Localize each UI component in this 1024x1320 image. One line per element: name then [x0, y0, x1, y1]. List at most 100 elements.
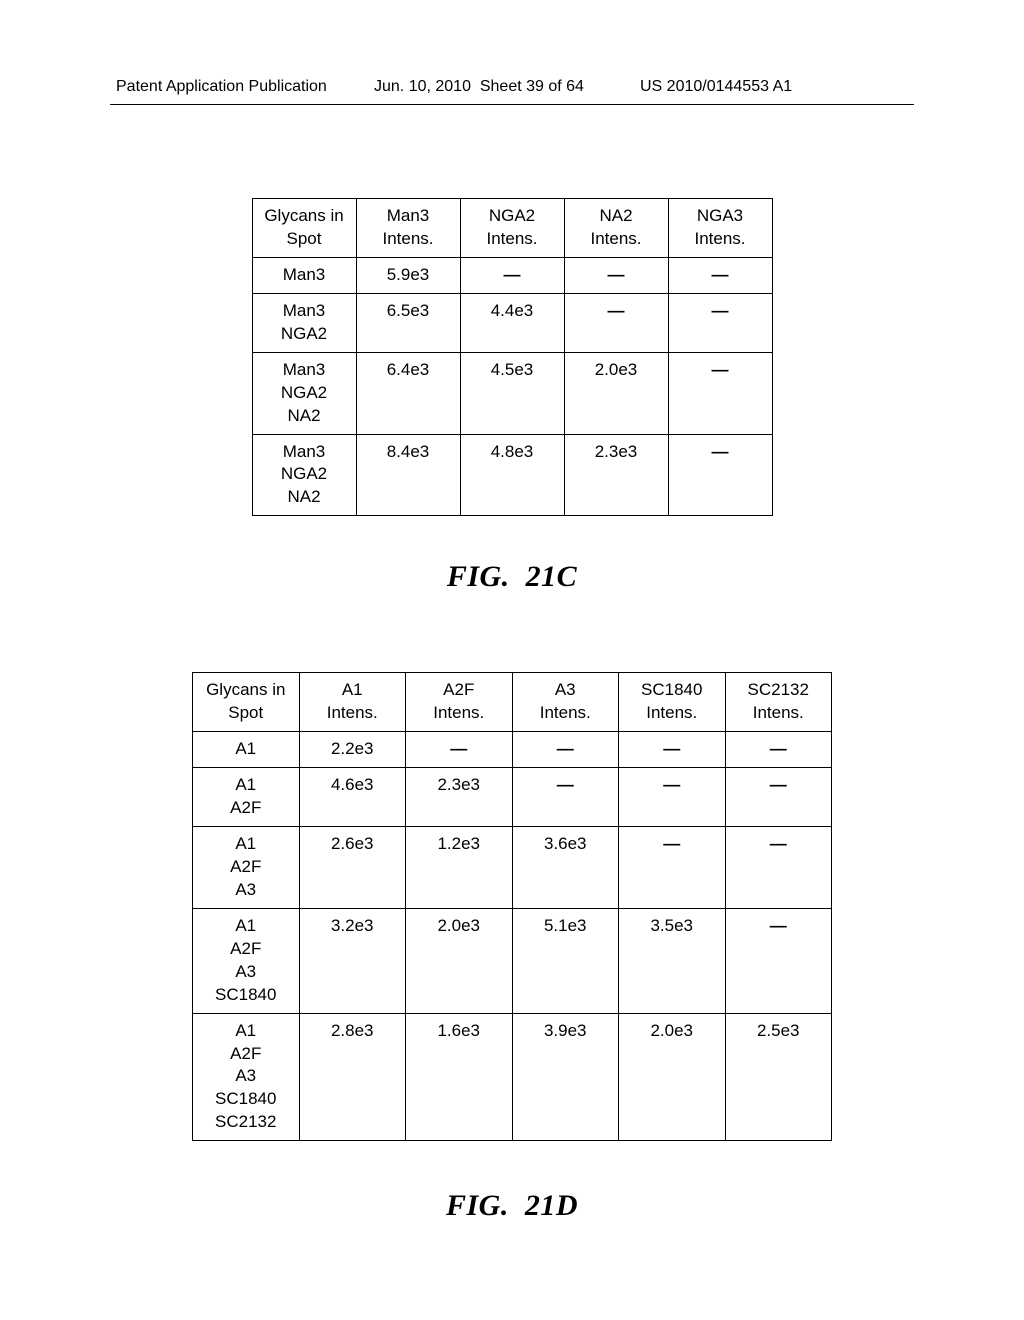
cell-value: 2.6e3 [299, 827, 406, 909]
spot-glycan: Man3 [257, 441, 352, 464]
cell-value: — [564, 257, 668, 293]
spot-glycan: NGA2 [257, 323, 352, 346]
column-header-line2: Intens. [465, 228, 560, 251]
table-row: A12.2e3———— [193, 732, 832, 768]
spot-glycan: A2F [197, 938, 295, 961]
table-row: Man3NGA2NA26.4e34.5e32.0e3— [252, 352, 772, 434]
column-header-line1: Glycans in [197, 679, 295, 702]
cell-spot: A1 [193, 732, 300, 768]
column-header-line1: A1 [304, 679, 402, 702]
spot-glycan: SC2132 [197, 1111, 295, 1134]
cell-spot: A1A2FA3SC1840 [193, 908, 300, 1013]
cell-value: — [725, 827, 832, 909]
cell-spot: Man3NGA2 [252, 293, 356, 352]
spot-glycan: SC1840 [197, 1088, 295, 1111]
caption-number: 21C [526, 560, 578, 593]
column-header: NGA3Intens. [668, 199, 772, 258]
table-row: A1A2F4.6e32.3e3——— [193, 768, 832, 827]
spot-glycan: A3 [197, 1065, 295, 1088]
figures-container: Glycans inSpotMan3Intens.NGA2Intens.NA2I… [0, 190, 1024, 1223]
cell-value: — [619, 827, 726, 909]
table-21d-body: A12.2e3————A1A2F4.6e32.3e3———A1A2FA32.6e… [193, 732, 832, 1141]
column-header: SC1840Intens. [619, 673, 726, 732]
cell-value: — [668, 352, 772, 434]
spot-glycan: NGA2 [257, 382, 352, 405]
cell-spot: A1A2F [193, 768, 300, 827]
column-header: Man3Intens. [356, 199, 460, 258]
cell-value: — [619, 768, 726, 827]
header-publication-type: Patent Application Publication [116, 78, 327, 96]
table-row: Man3NGA26.5e34.4e3—— [252, 293, 772, 352]
cell-value: — [668, 257, 772, 293]
cell-value: — [668, 434, 772, 516]
column-header-line1: A3 [517, 679, 615, 702]
cell-value: 3.9e3 [512, 1013, 619, 1141]
cell-value: 2.3e3 [406, 768, 513, 827]
column-header: A1Intens. [299, 673, 406, 732]
header-pub-number: US 2010/0144553 A1 [640, 78, 792, 96]
column-header: Glycans inSpot [252, 199, 356, 258]
header-date: Jun. 10, 2010 [374, 78, 471, 95]
cell-value: — [619, 732, 726, 768]
caption-prefix: FIG. [447, 560, 518, 593]
spot-glycan: SC1840 [197, 984, 295, 1007]
cell-value: 2.3e3 [564, 434, 668, 516]
cell-value: 8.4e3 [356, 434, 460, 516]
cell-value: 4.8e3 [460, 434, 564, 516]
table-21d-head: Glycans inSpotA1Intens.A2FIntens.A3Inten… [193, 673, 832, 732]
cell-value: — [725, 768, 832, 827]
column-header-line1: SC1840 [623, 679, 721, 702]
column-header-line2: Spot [257, 228, 352, 251]
cell-value: — [725, 732, 832, 768]
column-header-line2: Intens. [623, 702, 721, 725]
column-header-line2: Intens. [410, 702, 508, 725]
cell-value: 4.4e3 [460, 293, 564, 352]
table-header-row: Glycans inSpotA1Intens.A2FIntens.A3Inten… [193, 673, 832, 732]
spot-glycan: A1 [197, 738, 295, 761]
cell-value: 6.5e3 [356, 293, 460, 352]
spot-glycan: NGA2 [257, 463, 352, 486]
spot-glycan: A1 [197, 1020, 295, 1043]
cell-value: 2.0e3 [619, 1013, 726, 1141]
spot-glycan: A3 [197, 961, 295, 984]
cell-value: 2.0e3 [406, 908, 513, 1013]
cell-value: 2.0e3 [564, 352, 668, 434]
spot-glycan: A1 [197, 915, 295, 938]
spot-glycan: A1 [197, 774, 295, 797]
column-header: A3Intens. [512, 673, 619, 732]
cell-value: 4.5e3 [460, 352, 564, 434]
table-header-row: Glycans inSpotMan3Intens.NGA2Intens.NA2I… [252, 199, 772, 258]
cell-value: 1.6e3 [406, 1013, 513, 1141]
cell-value: — [668, 293, 772, 352]
column-header-line1: NGA2 [465, 205, 560, 228]
caption-prefix: FIG. [446, 1189, 517, 1222]
column-header-line2: Intens. [730, 702, 828, 725]
column-header: Glycans inSpot [193, 673, 300, 732]
column-header-line2: Intens. [673, 228, 768, 251]
column-header-line1: Glycans in [257, 205, 352, 228]
spot-glycan: A1 [197, 833, 295, 856]
spot-glycan: A3 [197, 879, 295, 902]
column-header-line1: NA2 [569, 205, 664, 228]
table-row: A1A2FA3SC18403.2e32.0e35.1e33.5e3— [193, 908, 832, 1013]
column-header: NGA2Intens. [460, 199, 564, 258]
column-header: NA2Intens. [564, 199, 668, 258]
column-header-line2: Intens. [517, 702, 615, 725]
table-row: A1A2FA3SC1840SC21322.8e31.6e33.9e32.0e32… [193, 1013, 832, 1141]
cell-value: — [460, 257, 564, 293]
cell-spot: Man3 [252, 257, 356, 293]
cell-value: 3.5e3 [619, 908, 726, 1013]
column-header-line2: Spot [197, 702, 295, 725]
column-header-line2: Intens. [361, 228, 456, 251]
cell-value: 5.1e3 [512, 908, 619, 1013]
spot-glycan: Man3 [257, 359, 352, 382]
cell-value: — [564, 293, 668, 352]
cell-value: 3.6e3 [512, 827, 619, 909]
page-content: Glycans inSpotMan3Intens.NGA2Intens.NA2I… [0, 190, 1024, 1223]
caption-fig-21d: FIG. 21D [446, 1189, 578, 1223]
header-rule [110, 104, 914, 105]
cell-value: 5.9e3 [356, 257, 460, 293]
table-fig-21d: Glycans inSpotA1Intens.A2FIntens.A3Inten… [192, 672, 832, 1141]
column-header-line1: Man3 [361, 205, 456, 228]
cell-value: — [725, 908, 832, 1013]
